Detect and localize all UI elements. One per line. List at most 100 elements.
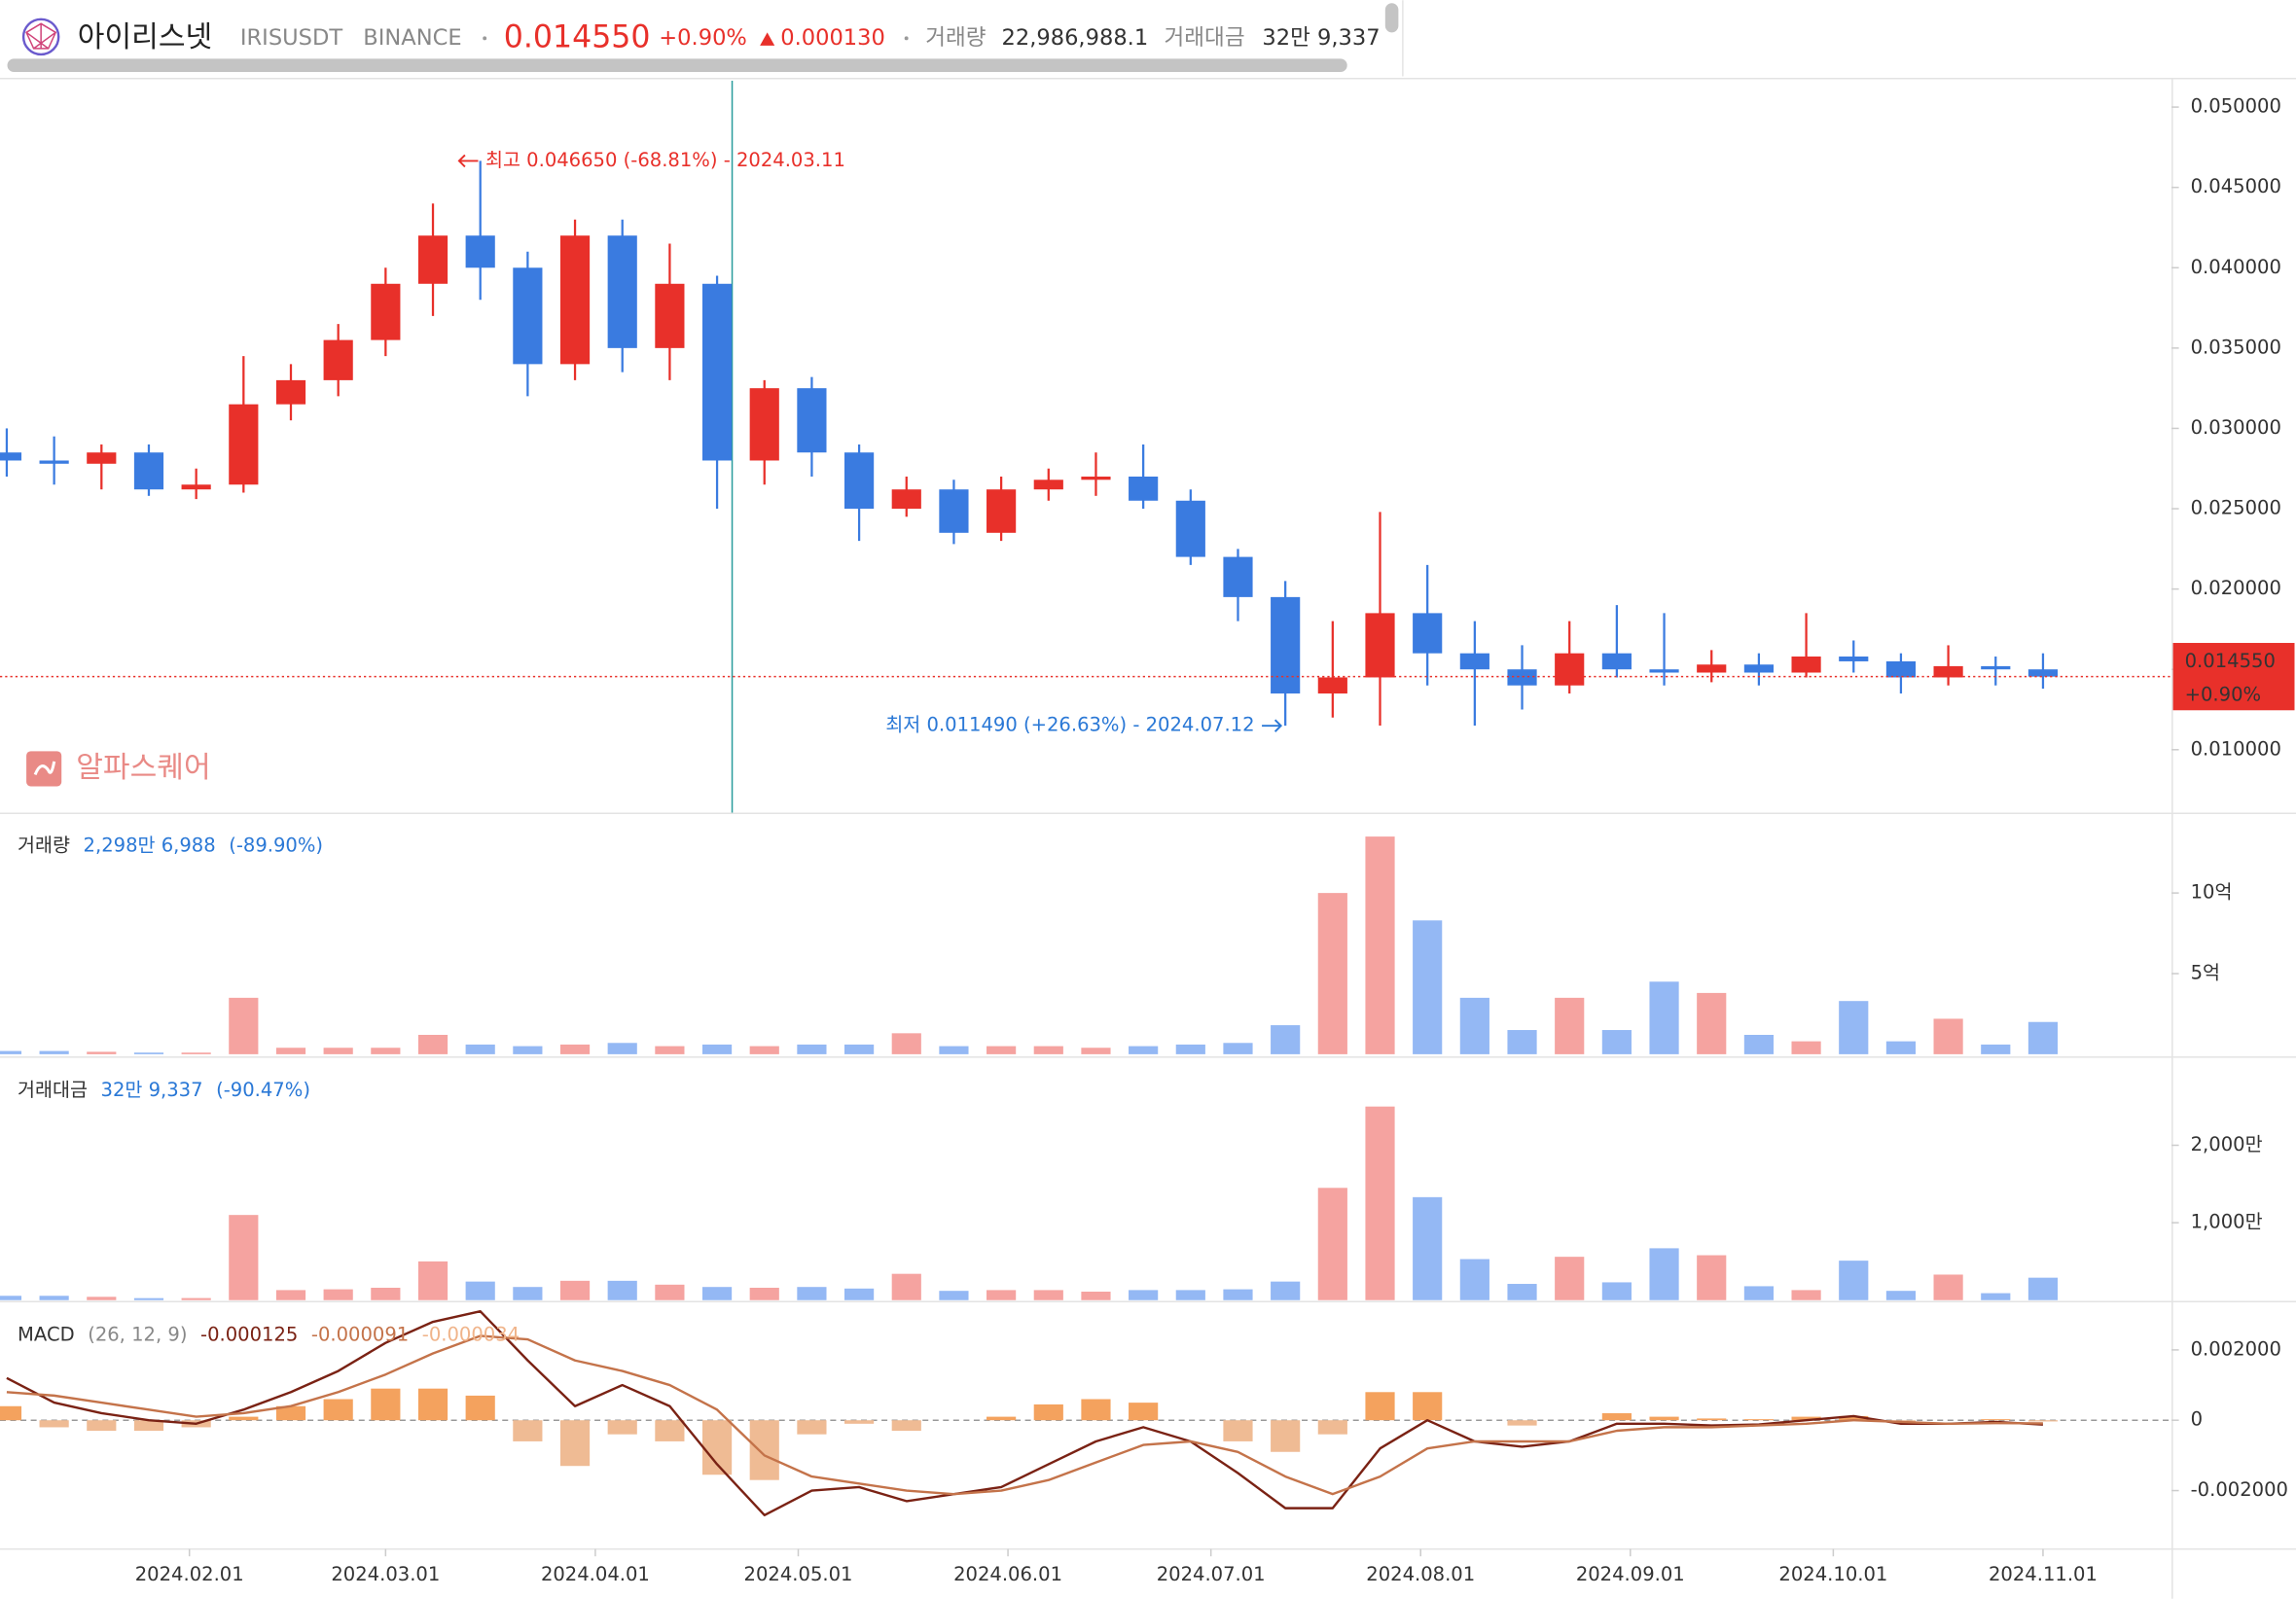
volume-bar [1507, 1284, 1537, 1300]
candle-body [1459, 653, 1489, 670]
histogram-bar [1507, 1420, 1537, 1426]
volume-bar [2027, 1021, 2059, 1054]
candle-body [0, 452, 22, 461]
amount-label: 거래대금 [1165, 25, 1245, 51]
volume-bar [513, 1046, 543, 1054]
volume-bar [229, 997, 259, 1054]
x-tick-label: 2024.08.01 [1366, 1563, 1475, 1585]
volume-bar [891, 1033, 921, 1054]
panel-frame [0, 77, 2296, 1599]
y-tick-label: 0.045000 [2191, 175, 2281, 197]
y-tick-label: -0.002000 [2191, 1478, 2288, 1501]
volume-bar [465, 1044, 495, 1054]
volume-bar [1981, 1293, 2011, 1300]
volume-bar [181, 1052, 211, 1054]
watermark-text: 알파스퀘어 [76, 751, 210, 785]
candle-body [1839, 656, 1869, 661]
volume-bar [797, 1287, 827, 1300]
volume-bar [1697, 1255, 1727, 1300]
candle-body [1271, 596, 1301, 693]
histogram-bar [1413, 1392, 1443, 1421]
scrollbar[interactable] [7, 58, 1347, 72]
scrollbar-vertical[interactable] [1384, 3, 1399, 33]
volume-bar [39, 1050, 69, 1054]
volume-bar [1317, 1188, 1347, 1300]
volume-bar [1555, 1257, 1585, 1300]
watermark-icon [26, 751, 62, 787]
annotation-arrow [1262, 719, 1283, 732]
candle-body [417, 235, 448, 284]
volume-bar [1413, 1196, 1443, 1300]
histogram-bar [987, 1416, 1017, 1421]
volume-bar [275, 1290, 306, 1300]
candle-body [1791, 656, 1821, 673]
volume-bar [1175, 1290, 1205, 1300]
candle-body [1933, 665, 1963, 678]
panel-change: (-90.47%) [216, 1079, 310, 1101]
volume-bar [371, 1048, 401, 1054]
candle-body [1981, 665, 2011, 670]
volume-bar [513, 1287, 543, 1300]
histogram-bar [2027, 1420, 2059, 1422]
candle-body [39, 460, 69, 464]
histogram-bar [1365, 1392, 1395, 1421]
volume-bar [275, 1048, 306, 1054]
volume-bar [1175, 1044, 1205, 1054]
change: 0.000130 [780, 25, 885, 51]
candle-body [939, 489, 969, 533]
histogram-bar [1743, 1419, 1774, 1421]
y-tick-label: 0.010000 [2191, 737, 2281, 760]
volume-bar [1413, 920, 1443, 1054]
candle-body [1697, 664, 1727, 673]
x-tick-label: 2024.04.01 [541, 1563, 650, 1585]
volume-bar [987, 1290, 1017, 1300]
histogram-bar [275, 1405, 306, 1421]
histogram-bar [1317, 1420, 1347, 1435]
candle-body [1413, 613, 1443, 654]
amount-value: 32만 9,337 [1262, 25, 1380, 51]
volume-bar [1033, 1290, 1063, 1300]
volume-bar [939, 1046, 969, 1054]
x-tick-label: 2024.03.01 [331, 1563, 440, 1585]
histogram-bar [1839, 1415, 1869, 1421]
y-tick-label: 0.050000 [2191, 95, 2281, 118]
volume-bar [891, 1273, 921, 1300]
logo-mark [25, 22, 57, 50]
histogram-bar [513, 1420, 543, 1441]
last-change-label: +0.90% [2185, 684, 2261, 706]
candle-body [1601, 653, 1632, 670]
volume-bar [133, 1052, 164, 1054]
volume-bar [1601, 1282, 1632, 1300]
histogram-bar [323, 1399, 353, 1421]
y-tick-label: 1,000만 [2191, 1211, 2263, 1233]
volume-bar [417, 1261, 448, 1300]
volume-bar [939, 1291, 969, 1300]
logo-icon [21, 18, 60, 56]
volume-bar [749, 1288, 779, 1300]
histogram-bar [1033, 1404, 1063, 1421]
panel-value: 2,298만 6,988 [84, 835, 216, 857]
histogram-bar [465, 1395, 495, 1421]
volume-bar [1223, 1043, 1253, 1054]
y-tick-label: 0.025000 [2191, 497, 2281, 519]
histogram-bar [1223, 1420, 1253, 1441]
histogram-bar [1791, 1416, 1821, 1421]
volume-bar [844, 1044, 875, 1054]
candle-body [1081, 476, 1111, 480]
volume-bar [655, 1284, 685, 1300]
x-tick-label: 2024.09.01 [1576, 1563, 1685, 1585]
volume-bar [701, 1044, 733, 1054]
candle-body [87, 452, 117, 464]
volume-value: 22,986,988.1 [1001, 25, 1148, 51]
volume-bar [1933, 1018, 1963, 1054]
candle-body [1223, 556, 1253, 597]
annotation-text: 최고 0.046650 (-68.81%) - 2024.03.11 [485, 149, 845, 171]
up-arrow-icon [760, 32, 775, 46]
candle-body [1365, 613, 1395, 678]
panel-title: MACD [18, 1323, 75, 1345]
volume-bar [371, 1288, 401, 1300]
panel-title: 거래량 [18, 835, 70, 857]
histogram-bar [1129, 1403, 1159, 1421]
histogram-bar [417, 1388, 448, 1421]
histogram-bar [701, 1420, 733, 1475]
